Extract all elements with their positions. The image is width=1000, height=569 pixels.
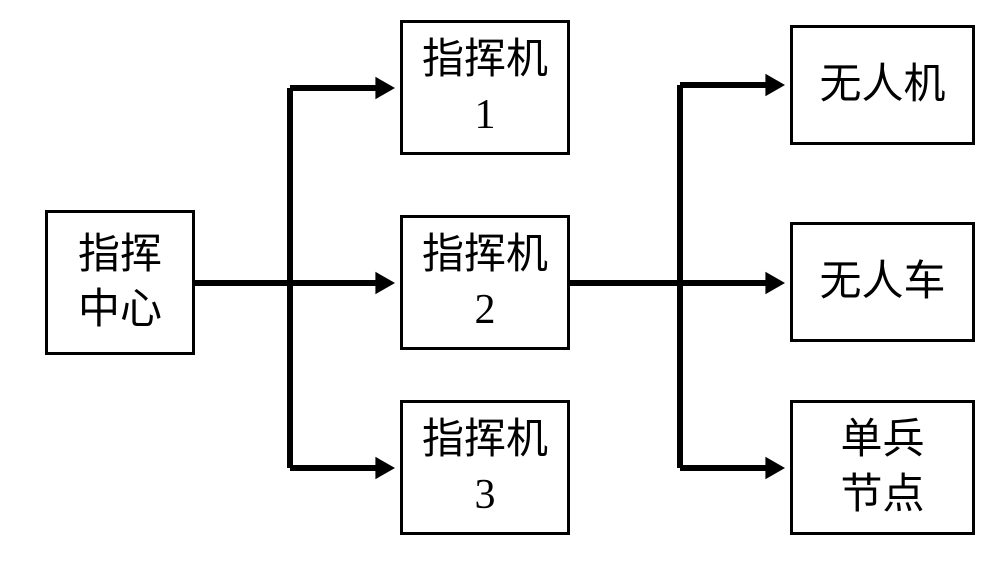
node-commander-3: 指挥机 3: [400, 400, 570, 535]
node-label-line1: 指挥机: [422, 413, 548, 468]
node-label-line2: 3: [475, 468, 496, 523]
node-label-line1: 无人机: [819, 58, 945, 113]
node-label-line2: 1: [475, 88, 496, 143]
node-label-line2: 2: [475, 283, 496, 338]
node-label-line1: 无人车: [819, 255, 945, 310]
node-label-line1: 单兵: [840, 413, 924, 468]
node-label-line2: 节点: [840, 468, 924, 523]
node-command-center: 指挥 中心: [45, 210, 195, 355]
node-commander-2: 指挥机 2: [400, 215, 570, 350]
node-ugv: 无人车: [790, 222, 975, 342]
node-label-line1: 指挥机: [422, 228, 548, 283]
node-label-line1: 指挥: [78, 228, 162, 283]
node-soldier: 单兵 节点: [790, 400, 975, 535]
node-label-line2: 中心: [78, 283, 162, 338]
node-label-line1: 指挥机: [422, 33, 548, 88]
node-commander-1: 指挥机 1: [400, 20, 570, 155]
node-uav: 无人机: [790, 25, 975, 145]
